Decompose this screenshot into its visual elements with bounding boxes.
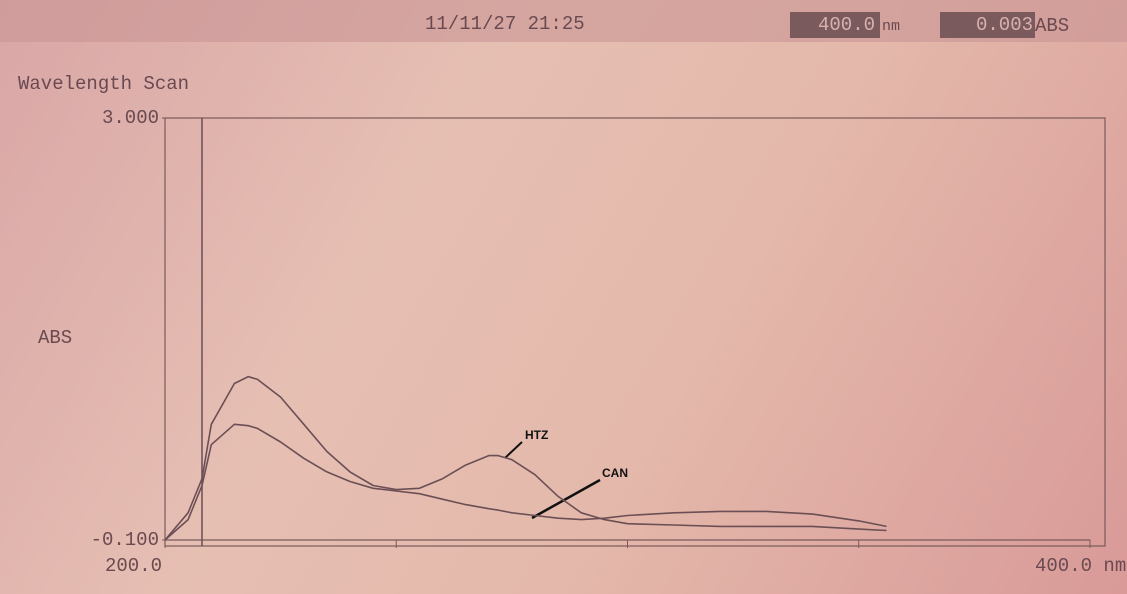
series-label: CAN xyxy=(602,466,628,480)
y-axis-label: ABS xyxy=(38,327,72,349)
can-pointer xyxy=(532,480,600,518)
plot-frame xyxy=(165,118,1105,546)
reading: 0.003 xyxy=(976,14,1033,36)
screen: 11/11/27 21:25 400.0 nm 0.003 ABS Wavele… xyxy=(0,0,1127,594)
wavelength: 400.0 xyxy=(818,14,875,36)
x-tick-label: 200.0 xyxy=(105,555,162,577)
series-label: HTZ xyxy=(525,428,548,442)
reading-unit: ABS xyxy=(1035,15,1069,37)
wavelength-unit: nm xyxy=(882,18,900,35)
series-line xyxy=(165,377,887,540)
y-tick-label: -0.100 xyxy=(91,529,159,551)
htz-pointer xyxy=(505,442,522,458)
y-tick-label: 3.000 xyxy=(102,107,159,129)
x-tick-label: 400.0 nm xyxy=(1035,555,1126,577)
date-time: 11/11/27 21:25 xyxy=(425,13,585,35)
chart-title: Wavelength Scan xyxy=(18,73,189,95)
